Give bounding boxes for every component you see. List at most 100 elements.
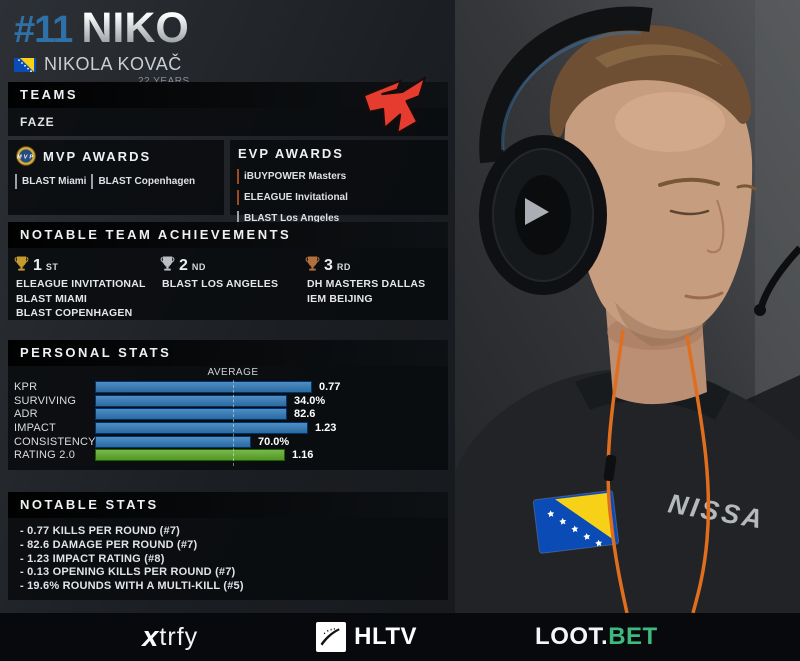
achievement-list: DH MASTERS DALLAS IEM BEIJING <box>307 277 448 306</box>
stat-bar <box>95 394 287 407</box>
achievement-group: 2 ND BLAST LOS ANGELES <box>160 255 305 321</box>
stat-label: RATING 2.0 <box>14 449 76 462</box>
player-real-name: NIKOLA KOVAČ <box>44 54 182 74</box>
faze-clan-logo <box>360 72 436 136</box>
bosnia-flag-patch <box>532 490 620 554</box>
hltv-logo: HLTV <box>316 622 417 652</box>
lootbet-bet-part: BET <box>608 623 658 650</box>
evp-awards-list: iBUYPOWER Masters ELEAGUE Invitational BLA… <box>230 161 448 226</box>
lootbet-loot-part: LOOT. <box>535 623 609 650</box>
award-item: BLAST Los Angeles <box>237 211 339 226</box>
trophy-icon <box>14 256 29 271</box>
lootbet-logo: LOOT. BET <box>535 623 658 651</box>
achievement-item: ELEAGUE INVITATIONAL <box>16 278 146 290</box>
svg-text:MVP: MVP <box>17 154 35 160</box>
player-age: 22 YEARS <box>138 76 190 87</box>
award-item: iBUYPOWER Masters <box>237 169 346 184</box>
place-ordinal: ND <box>191 262 206 272</box>
average-label: AVERAGE <box>207 367 259 378</box>
evp-awards-title: EVP AWARDS <box>238 146 344 161</box>
stat-value: 70.0% <box>258 435 290 448</box>
achievements-title: NOTABLE TEAM ACHIEVEMENTS <box>8 222 448 248</box>
trophy-icon <box>160 256 175 271</box>
achievement-item: BLAST LOS ANGELES <box>162 278 279 290</box>
achievement-group: 1 ST ELEAGUE INVITATIONAL BLAST MIAMI BLAST … <box>14 255 160 321</box>
player-rank: #11 <box>14 9 73 51</box>
headset-cables <box>603 329 711 614</box>
stat-value: 34.0% <box>294 394 326 407</box>
notable-stats-section: NOTABLE STATS - 0.77 KILLS PER ROUND (#7… <box>8 492 448 600</box>
stat-row: ADR 82.6 <box>14 408 442 421</box>
stat-row: SURVIVING 34.0% <box>14 394 442 407</box>
stat-row: RATING 2.0 1.16 <box>14 449 442 462</box>
place-ordinal: ST <box>45 262 59 272</box>
microphone-boom <box>757 245 800 310</box>
achievement-item: BLAST COPENHAGEN <box>16 307 133 319</box>
xtrfy-logo: x trfy <box>142 621 198 654</box>
notable-stats-list: - 0.77 KILLS PER ROUND (#7) - 82.6 DAMAGE… <box>8 518 448 594</box>
player-photo: NISSA <box>455 0 800 614</box>
stat-value: 82.6 <box>294 408 316 421</box>
notable-stat-line: - 0.13 OPENING KILLS PER ROUND (#7) <box>20 566 236 579</box>
sponsor-footer: x trfy HLTV LOOT. BET <box>0 613 800 661</box>
notable-stat-line: - 82.6 DAMAGE PER ROUND (#7) <box>20 538 198 551</box>
place-number: 3 <box>324 257 333 274</box>
player-header: #11 NIKO NIKOLA KOVAČ 22 YEARS <box>14 4 190 87</box>
personal-stats-section: PERSONAL STATS AVERAGE KPR 0.77 SURVIVING 3… <box>8 340 448 470</box>
personal-stats-title: PERSONAL STATS <box>8 340 448 366</box>
award-item: BLAST Miami <box>15 174 86 189</box>
mvp-awards-title: MVP AWARDS <box>43 148 152 164</box>
achievement-item: IEM BEIJING <box>307 292 373 305</box>
bosnia-flag-icon <box>14 57 36 72</box>
stat-bar <box>95 408 287 421</box>
achievements-columns: 1 ST ELEAGUE INVITATIONAL BLAST MIAMI BLAST … <box>8 248 448 321</box>
stat-row: KPR 0.77 <box>14 381 442 393</box>
average-line <box>233 380 234 466</box>
headset-earcup <box>479 135 607 295</box>
notable-stat-line: - 19.6% ROUNDS WITH A MULTI-KILL (#5) <box>20 580 244 593</box>
hair <box>549 25 752 138</box>
achievements-section: NOTABLE TEAM ACHIEVEMENTS 1 ST ELEAGUE INV… <box>8 222 448 320</box>
mvp-awards-section: MVP MVP AWARDS BLAST Miami BLAST Copenhag… <box>8 140 224 215</box>
mvp-awards-list: BLAST Miami BLAST Copenhagen <box>8 166 224 189</box>
headset-band <box>479 6 653 164</box>
hltv-gauge-icon <box>316 622 347 652</box>
evp-awards-section: EVP AWARDS iBUYPOWER Masters ELEAGUE Invi… <box>230 140 448 226</box>
stat-value: 1.23 <box>315 422 337 435</box>
achievement-list: ELEAGUE INVITATIONAL BLAST MIAMI BLAST COP… <box>16 277 160 321</box>
place-number: 1 <box>33 257 42 274</box>
stat-value: 1.16 <box>292 449 314 462</box>
stat-value: 0.77 <box>319 381 341 393</box>
notable-stats-title: NOTABLE STATS <box>8 492 448 518</box>
mvp-medal-icon: MVP <box>16 146 36 166</box>
place-number: 2 <box>179 257 188 274</box>
achievement-group: 3 RD DH MASTERS DALLAS IEM BEIJING <box>305 255 448 321</box>
achievement-item: DH MASTERS DALLAS <box>307 278 426 290</box>
place-ordinal: RD <box>336 262 351 272</box>
stat-bar <box>95 422 308 435</box>
stat-row: IMPACT 1.23 <box>14 422 442 435</box>
stat-bar <box>95 381 312 393</box>
award-item: ELEAGUE Invitational <box>237 190 348 205</box>
notable-stat-line: - 0.77 KILLS PER ROUND (#7) <box>20 525 181 537</box>
xtrfy-x-mark: x <box>142 620 159 653</box>
hltv-wordmark: HLTV <box>354 623 418 650</box>
stat-label: SURVIVING <box>14 394 77 407</box>
achievement-item: BLAST MIAMI <box>16 292 88 305</box>
stat-label: IMPACT <box>14 422 56 435</box>
stat-label: KPR <box>14 381 38 393</box>
info-column: #11 NIKO NIKOLA KOVAČ 22 YEARS TEAMS FAZ… <box>8 0 448 613</box>
stat-label: CONSISTENCY <box>14 435 96 448</box>
player-photo-illustration: NISSA <box>455 0 800 614</box>
headset-logo-icon <box>525 198 549 225</box>
stat-bar <box>95 449 285 462</box>
stat-bar <box>95 435 251 448</box>
notable-stat-line: - 1.23 IMPACT RATING (#8) <box>20 552 165 565</box>
award-item: BLAST Copenhagen <box>91 174 195 189</box>
achievement-list: BLAST LOS ANGELES <box>162 277 305 292</box>
player-nickname: NIKO <box>81 4 189 52</box>
team-name: FAZE <box>20 115 55 129</box>
xtrfy-wordmark: trfy <box>159 622 199 651</box>
stats-bar-chart: KPR 0.77 SURVIVING 34.0% ADR 82.6 IMPACT 1.23 CO… <box>14 381 442 463</box>
trophy-icon <box>305 256 320 271</box>
